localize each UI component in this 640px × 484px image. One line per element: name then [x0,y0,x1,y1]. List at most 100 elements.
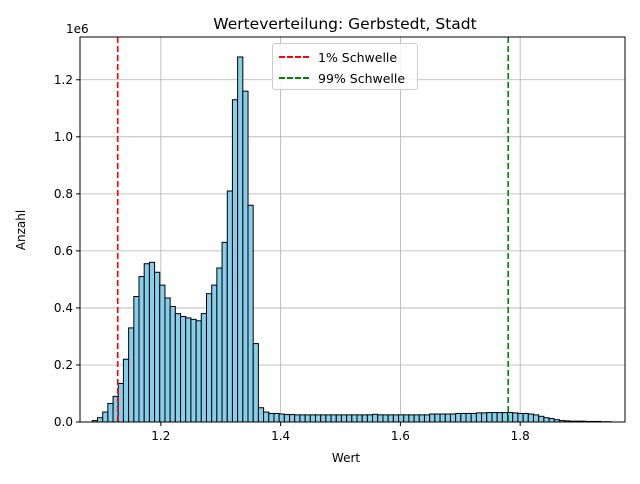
histogram-bar-84 [528,414,533,422]
histogram-bar-13 [160,285,165,422]
histogram-bar-54 [373,414,378,422]
histogram-bar-19 [191,319,196,422]
histogram-bar-83 [523,413,528,422]
histogram-bar-32 [258,408,263,422]
histogram-bar-8 [134,297,139,422]
histogram-bar-58 [393,415,398,422]
histogram-bar-47 [336,415,341,422]
histogram-bar-39 [295,415,300,422]
histogram-bar-26 [227,191,232,422]
histogram-bar-30 [248,205,253,422]
histogram-bar-63 [419,415,424,422]
legend: 1% Schwelle 99% Schwelle [272,43,418,90]
histogram-bar-31 [253,344,258,422]
y-tick-label-2: 0.4 [54,301,73,315]
histogram-bar-37 [284,415,289,422]
histogram-bar-66 [435,414,440,422]
histogram-bar-49 [347,415,352,422]
histogram-bar-5 [118,384,123,423]
histogram-bar-87 [544,418,549,422]
histogram-bar-75 [482,413,487,422]
histogram-bar-72 [466,413,471,422]
y-axis-ticks: 0.0 0.2 0.4 0.6 0.8 1.0 1.2 [54,73,80,429]
histogram-bar-15 [170,307,175,423]
x-tick-label-0: 1.2 [151,429,170,443]
histogram-bar-86 [539,416,544,422]
histogram-bar-17 [181,316,186,422]
legend-label-99-percent: 99% Schwelle [318,71,405,86]
histogram-bar-44 [321,415,326,422]
histogram-bar-78 [497,413,502,422]
y-tick-label-3: 0.6 [54,244,73,258]
histogram-bar-70 [456,413,461,422]
histogram-bar-76 [487,413,492,422]
histogram-bar-77 [492,413,497,422]
histogram-bar-38 [290,415,295,422]
x-axis-ticks: 1.2 1.4 1.6 1.8 [151,422,529,443]
legend-label-1-percent: 1% Schwelle [318,50,397,65]
histogram-bar-28 [238,57,243,422]
histogram-bar-62 [414,415,419,422]
y-axis-offset-text: 1e6 [66,22,89,36]
histogram-bar-24 [217,268,222,422]
histogram-bar-41 [305,415,310,422]
histogram-bar-59 [399,415,404,422]
histogram-bar-65 [430,414,435,422]
histogram-bar-3 [108,403,113,422]
histogram-bar-74 [476,413,481,422]
y-tick-label-6: 1.2 [54,73,73,87]
histogram-bar-71 [461,413,466,422]
histogram-bar-1 [97,418,102,422]
y-tick-label-5: 1.0 [54,130,73,144]
histogram-bar-29 [243,91,248,422]
chart-title: Werteverteilung: Gerbstedt, Stadt [213,15,476,33]
histogram-bar-34 [269,413,274,422]
histogram-bar-67 [440,414,445,422]
histogram-bar-69 [450,414,455,422]
histogram-bar-52 [362,415,367,422]
histogram-bars [92,57,611,422]
histogram-bar-18 [186,318,191,422]
histogram-bar-56 [383,415,388,422]
x-tick-label-3: 1.8 [511,429,530,443]
y-tick-label-4: 0.8 [54,187,73,201]
histogram-bar-27 [232,100,237,422]
histogram-bar-23 [212,285,217,422]
legend-green-dashed-swatch [279,77,309,79]
legend-red-dashed-swatch [279,56,309,58]
histogram-bar-2 [103,412,108,422]
y-axis-label: Anzahl [14,210,28,250]
histogram-bar-46 [331,415,336,422]
histogram-bar-33 [264,412,269,422]
x-axis-label: Wert [332,451,360,465]
histogram-bar-81 [513,413,518,422]
histogram-bar-88 [549,419,554,422]
histogram-bar-51 [357,415,362,422]
histogram-bar-48 [341,415,346,422]
histogram-bar-82 [518,413,523,422]
histogram-bar-45 [326,415,331,422]
histogram-bar-21 [201,314,206,422]
histogram-bar-25 [222,242,227,422]
histogram-bar-73 [471,413,476,422]
histogram-bar-60 [404,415,409,422]
histogram-bar-9 [139,277,144,422]
x-tick-label-2: 1.6 [391,429,410,443]
y-tick-label-1: 0.2 [54,358,73,372]
legend-item-1-percent: 1% Schwelle [279,48,397,66]
histogram-bar-6 [123,359,128,422]
histogram-bar-36 [279,414,284,422]
histogram-bar-20 [196,321,201,422]
histogram-bar-40 [300,415,305,422]
histogram-bar-61 [409,415,414,422]
histogram-bar-12 [155,272,160,422]
histogram-bar-53 [367,415,372,422]
histogram-bar-14 [165,298,170,422]
histogram-bar-85 [533,415,538,422]
y-tick-label-0: 0.0 [54,415,73,429]
x-tick-label-1: 1.4 [271,429,290,443]
histogram-bar-35 [274,413,279,422]
histogram-bar-64 [424,415,429,422]
histogram-bar-11 [149,262,154,422]
